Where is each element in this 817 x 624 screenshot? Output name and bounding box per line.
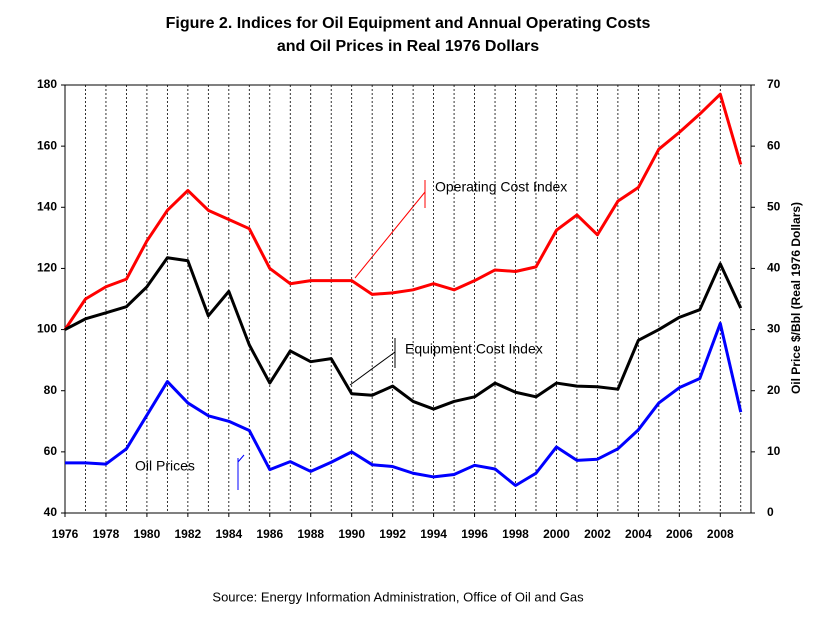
x-tick-label: 1998 [502, 527, 529, 541]
y2-tick-label: 50 [767, 199, 781, 213]
y2-tick-label: 40 [767, 261, 781, 275]
x-tick-label: 1988 [297, 527, 324, 541]
series-line [65, 321, 743, 487]
x-tick-label: 2004 [625, 527, 652, 541]
x-tick-label: 1994 [420, 527, 447, 541]
y-tick-label: 120 [37, 261, 57, 275]
y2-tick-label: 0 [767, 505, 774, 519]
x-tick-label: 1984 [215, 527, 242, 541]
x-tick-label: 1978 [93, 527, 120, 541]
leader-line [237, 454, 245, 463]
series-label: Equipment Cost Index [405, 341, 543, 357]
x-tick-label: 1976 [52, 527, 79, 541]
series-line [63, 92, 743, 331]
y-tick-label: 140 [37, 199, 57, 213]
x-tick-label: 1986 [256, 527, 283, 541]
y-tick-label: 160 [37, 138, 57, 152]
y-tick-label: 80 [44, 383, 58, 397]
y2-tick-label: 30 [767, 322, 781, 336]
leader-line [354, 191, 426, 279]
x-tick-label: 1982 [175, 527, 202, 541]
chart-title: and Oil Prices in Real 1976 Dollars [277, 38, 539, 55]
y2-axis-label: Oil Price $/Bbl (Real 1976 Dollars) [789, 202, 803, 394]
x-tick-label: 1992 [379, 527, 406, 541]
y2-tick-label: 70 [767, 77, 781, 91]
y-tick-label: 100 [37, 322, 57, 336]
x-tick-label: 1996 [461, 527, 488, 541]
y2-tick-label: 60 [767, 138, 781, 152]
leader-line [349, 351, 396, 386]
y-tick-label: 40 [44, 505, 58, 519]
x-tick-label: 1980 [134, 527, 161, 541]
y-tick-label: 60 [44, 444, 58, 458]
source: Source: Energy Information Administratio… [212, 589, 584, 604]
y-tick-label: 180 [37, 77, 57, 91]
y2-tick-label: 10 [767, 444, 781, 458]
y2-tick-label: 20 [767, 383, 781, 397]
x-tick-label: 2002 [584, 527, 611, 541]
plot-frame [64, 84, 752, 514]
x-tick-label: 2008 [707, 527, 734, 541]
series-label: Oil Prices [135, 458, 195, 474]
series-label: Operating Cost Index [435, 179, 567, 195]
x-tick-label: 2000 [543, 527, 570, 541]
series-line [64, 256, 743, 411]
chart-title: Figure 2. Indices for Oil Equipment and … [166, 15, 651, 32]
x-tick-label: 1990 [338, 527, 365, 541]
x-tick-label: 2006 [666, 527, 693, 541]
